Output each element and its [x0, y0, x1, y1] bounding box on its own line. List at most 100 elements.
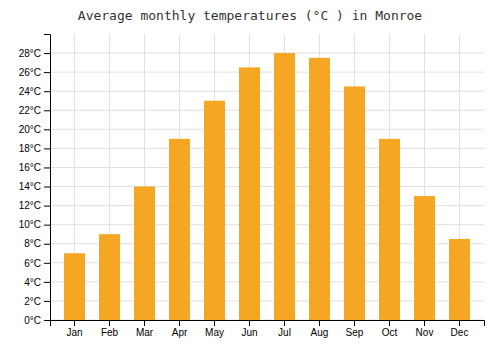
tick-label: 22°C	[19, 105, 41, 116]
bar	[449, 239, 470, 320]
tick-label: 20°C	[19, 124, 41, 135]
tick-label: 12°C	[19, 200, 41, 211]
tick-label: Dec	[451, 327, 469, 338]
y-axis: 0°C 2°C 4°C 6°C 8°C 10°C 12°C 14°C 16°C 18°C 20°C 2…	[19, 35, 51, 326]
tick-mark	[44, 282, 50, 283]
tick: 4°C	[24, 277, 50, 288]
x-axis: JanFebMarAprMayJunJulAugSepOctNovDec	[51, 320, 485, 338]
tick: May	[205, 320, 224, 338]
tick-label: Apr	[172, 327, 188, 338]
tick-label: Jul	[278, 327, 291, 338]
bar	[414, 196, 435, 320]
tick-mark	[44, 225, 50, 226]
tick-label: 8°C	[24, 238, 41, 249]
tick-mark	[179, 320, 180, 326]
tick-mark	[44, 91, 50, 92]
tick: Nov	[416, 320, 434, 338]
tick: Jun	[241, 320, 257, 338]
title: Average monthly temperatures (°C ) in Mo…	[78, 8, 423, 23]
tick-label: Feb	[101, 327, 119, 338]
tick-mark	[44, 110, 50, 111]
tick: Mar	[136, 320, 154, 338]
tick-mark	[319, 320, 320, 326]
tick-label: Nov	[416, 327, 434, 338]
bar	[274, 53, 295, 320]
tick-mark	[44, 206, 50, 207]
axis-line	[44, 35, 51, 321]
grid-line	[50, 53, 484, 54]
tick: 8°C	[24, 238, 50, 249]
grid-line	[50, 186, 484, 187]
tick-mark	[44, 148, 50, 149]
tick: 0°C	[24, 315, 50, 326]
tick: 28°C	[19, 48, 50, 59]
bar	[169, 139, 190, 320]
tick: 16°C	[19, 162, 50, 173]
bar	[344, 86, 365, 320]
tick: 20°C	[19, 124, 50, 135]
tick-label: 16°C	[19, 162, 41, 173]
tick: Dec	[451, 320, 469, 338]
tick-label: 28°C	[19, 48, 41, 59]
tick-mark	[109, 320, 110, 326]
tick-mark	[389, 320, 390, 326]
tick: 14°C	[19, 181, 50, 192]
tick-label: Oct	[382, 327, 398, 338]
grid-line	[50, 129, 484, 130]
bar	[204, 101, 225, 320]
tick-mark	[44, 301, 50, 302]
tick-label: 0°C	[24, 315, 41, 326]
tick-label: 4°C	[24, 277, 41, 288]
bar	[64, 253, 85, 320]
tick-label: 14°C	[19, 181, 41, 192]
tick-mark	[44, 53, 50, 54]
tick-mark	[424, 320, 425, 326]
bars	[64, 53, 470, 320]
bar	[134, 187, 155, 320]
grid-line	[50, 110, 484, 111]
tick-mark	[74, 320, 75, 326]
tick: Apr	[172, 320, 188, 338]
tick: 24°C	[19, 86, 50, 97]
tick-mark	[44, 244, 50, 245]
tick-mark	[44, 129, 50, 130]
grid-line	[50, 148, 484, 149]
tick-mark	[44, 187, 50, 188]
tick-mark	[44, 263, 50, 264]
grid-line	[50, 167, 484, 168]
tick-mark	[284, 320, 285, 326]
bar	[239, 67, 260, 320]
bar	[379, 139, 400, 320]
tick-mark	[214, 320, 215, 326]
tick-label: 2°C	[24, 296, 41, 307]
tick: Aug	[311, 320, 329, 338]
plot-area: 0°C 2°C 4°C 6°C 8°C 10°C 12°C 14°C 16°C 18°C 20°C 2…	[19, 34, 485, 338]
tick: Feb	[101, 320, 119, 338]
bar	[309, 58, 330, 320]
tick-label: Jun	[241, 327, 257, 338]
tick: Jul	[278, 320, 291, 338]
tick: 18°C	[19, 143, 50, 154]
tick-label: 6°C	[24, 258, 41, 269]
tick-mark	[459, 320, 460, 326]
tick-label: 10°C	[19, 219, 41, 230]
tick-label: Mar	[136, 327, 154, 338]
tick-label: Aug	[311, 327, 329, 338]
tick-mark	[44, 72, 50, 73]
grid-line	[50, 72, 484, 73]
tick: 12°C	[19, 200, 50, 211]
tick-mark	[44, 167, 50, 168]
tick-label: 24°C	[19, 86, 41, 97]
grid	[50, 34, 484, 320]
chart: 0°C 2°C 4°C 6°C 8°C 10°C 12°C 14°C 16°C 18°C 20°C 2…	[0, 0, 500, 350]
tick: 2°C	[24, 296, 50, 307]
tick-mark	[44, 320, 50, 321]
tick: Oct	[382, 320, 398, 338]
tick-label: 26°C	[19, 67, 41, 78]
tick-mark	[249, 320, 250, 326]
tick: 26°C	[19, 67, 50, 78]
tick: 10°C	[19, 219, 50, 230]
grid-line	[50, 91, 484, 92]
tick: 6°C	[24, 258, 50, 269]
tick: Sep	[346, 320, 364, 338]
